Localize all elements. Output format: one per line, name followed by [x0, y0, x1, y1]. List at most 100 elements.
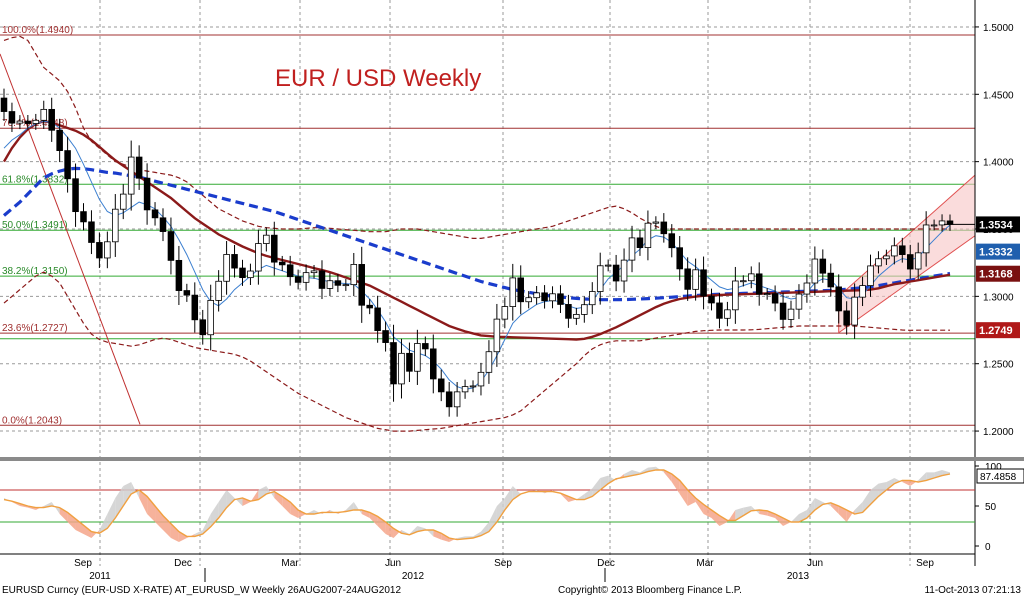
candle	[278, 255, 286, 272]
osc-fill	[59, 507, 68, 522]
candle-body	[318, 270, 326, 289]
candle	[24, 114, 32, 130]
candle	[56, 118, 63, 163]
candle-body	[549, 293, 556, 302]
ma-mid-line	[2, 119, 951, 341]
candle	[231, 244, 238, 278]
candle	[589, 282, 596, 315]
osc-fill	[918, 472, 927, 482]
osc-fill	[178, 531, 187, 542]
candle	[445, 381, 453, 417]
osc-last-value-box	[976, 468, 1024, 484]
osc-fill	[663, 470, 672, 482]
candle-body	[755, 273, 763, 295]
candle-body	[803, 282, 811, 295]
candle	[859, 276, 866, 307]
candle	[342, 279, 350, 291]
footer-right: 11-Oct-2013 07:21:13	[924, 585, 1021, 596]
candle-body	[891, 245, 898, 257]
osc-fill	[202, 514, 211, 534]
candle-body	[183, 290, 191, 296]
month-label: Jun	[385, 558, 401, 569]
osc-fill	[290, 502, 299, 518]
osc-fill	[139, 490, 148, 514]
candle	[96, 232, 103, 268]
candle	[541, 285, 548, 309]
candle-body	[390, 342, 397, 385]
candle	[119, 184, 127, 220]
candle	[827, 263, 835, 297]
candle-body	[104, 241, 111, 259]
osc-fill	[83, 525, 92, 538]
candle-body	[763, 293, 771, 296]
candle	[255, 229, 262, 285]
osc-fill	[687, 490, 696, 506]
price-tag-box	[976, 265, 1020, 282]
candle	[811, 246, 819, 296]
osc-fill	[99, 514, 108, 534]
candle-body	[493, 318, 501, 353]
rising-channel	[838, 174, 976, 334]
candle	[628, 225, 636, 273]
candle-body	[684, 268, 691, 290]
candle	[835, 274, 842, 324]
candle-body	[819, 258, 827, 274]
axis-tick-label: 1.4000	[983, 158, 1014, 169]
candlesticks	[0, 88, 954, 417]
fib-label: 23.6%(1.2727)	[2, 323, 68, 334]
osc-fill	[576, 494, 585, 500]
year-label: 2011	[89, 571, 111, 582]
candle	[875, 251, 882, 274]
candle-body	[167, 231, 175, 261]
candle	[763, 288, 771, 300]
candle-body	[732, 280, 739, 311]
candle	[517, 265, 524, 315]
candle	[32, 113, 40, 130]
candle-body	[851, 296, 858, 326]
candle	[795, 284, 803, 320]
candle	[692, 258, 699, 301]
osc-fill	[155, 506, 163, 530]
candle	[891, 237, 898, 265]
month-label: Sep	[916, 558, 934, 569]
candle	[135, 145, 143, 190]
candle	[263, 227, 270, 252]
candle	[453, 381, 461, 417]
candle	[366, 299, 373, 315]
osc-fill	[147, 496, 156, 522]
axis-tick-label: 1.3000	[983, 292, 1014, 303]
candle-body	[573, 314, 580, 319]
candle	[803, 274, 811, 303]
candle-body	[811, 258, 819, 284]
candle	[350, 252, 358, 297]
candle	[779, 292, 787, 330]
month-label: Dec	[174, 558, 192, 569]
candle	[151, 202, 159, 226]
candle	[652, 216, 660, 229]
month-label: Jun	[807, 558, 823, 569]
month-label: Mar	[696, 558, 714, 569]
candle-body	[596, 265, 604, 292]
candle	[636, 229, 644, 256]
candle-body	[278, 261, 286, 266]
candle	[676, 235, 683, 281]
candle	[374, 295, 381, 343]
osc-fill	[115, 486, 124, 518]
candle	[40, 100, 48, 129]
candle-body	[96, 242, 103, 259]
candle	[143, 163, 151, 225]
osc-fill	[107, 498, 116, 529]
candle	[740, 275, 747, 287]
candle-body	[469, 385, 477, 388]
candle	[247, 263, 254, 285]
candle	[851, 283, 858, 339]
candle	[8, 102, 16, 132]
candle-body	[747, 273, 755, 282]
osc-fill	[806, 498, 815, 518]
candle-body	[207, 299, 214, 336]
osc-fill	[719, 515, 728, 526]
fibonacci-levels: 100.0%(1.4940)76.4%(1.4248)61.8%(1.3832)…	[0, 25, 975, 426]
price-tag-label: 1.3332	[979, 247, 1013, 259]
axis-tick-label: 1.4500	[983, 90, 1014, 101]
candle	[286, 255, 294, 286]
